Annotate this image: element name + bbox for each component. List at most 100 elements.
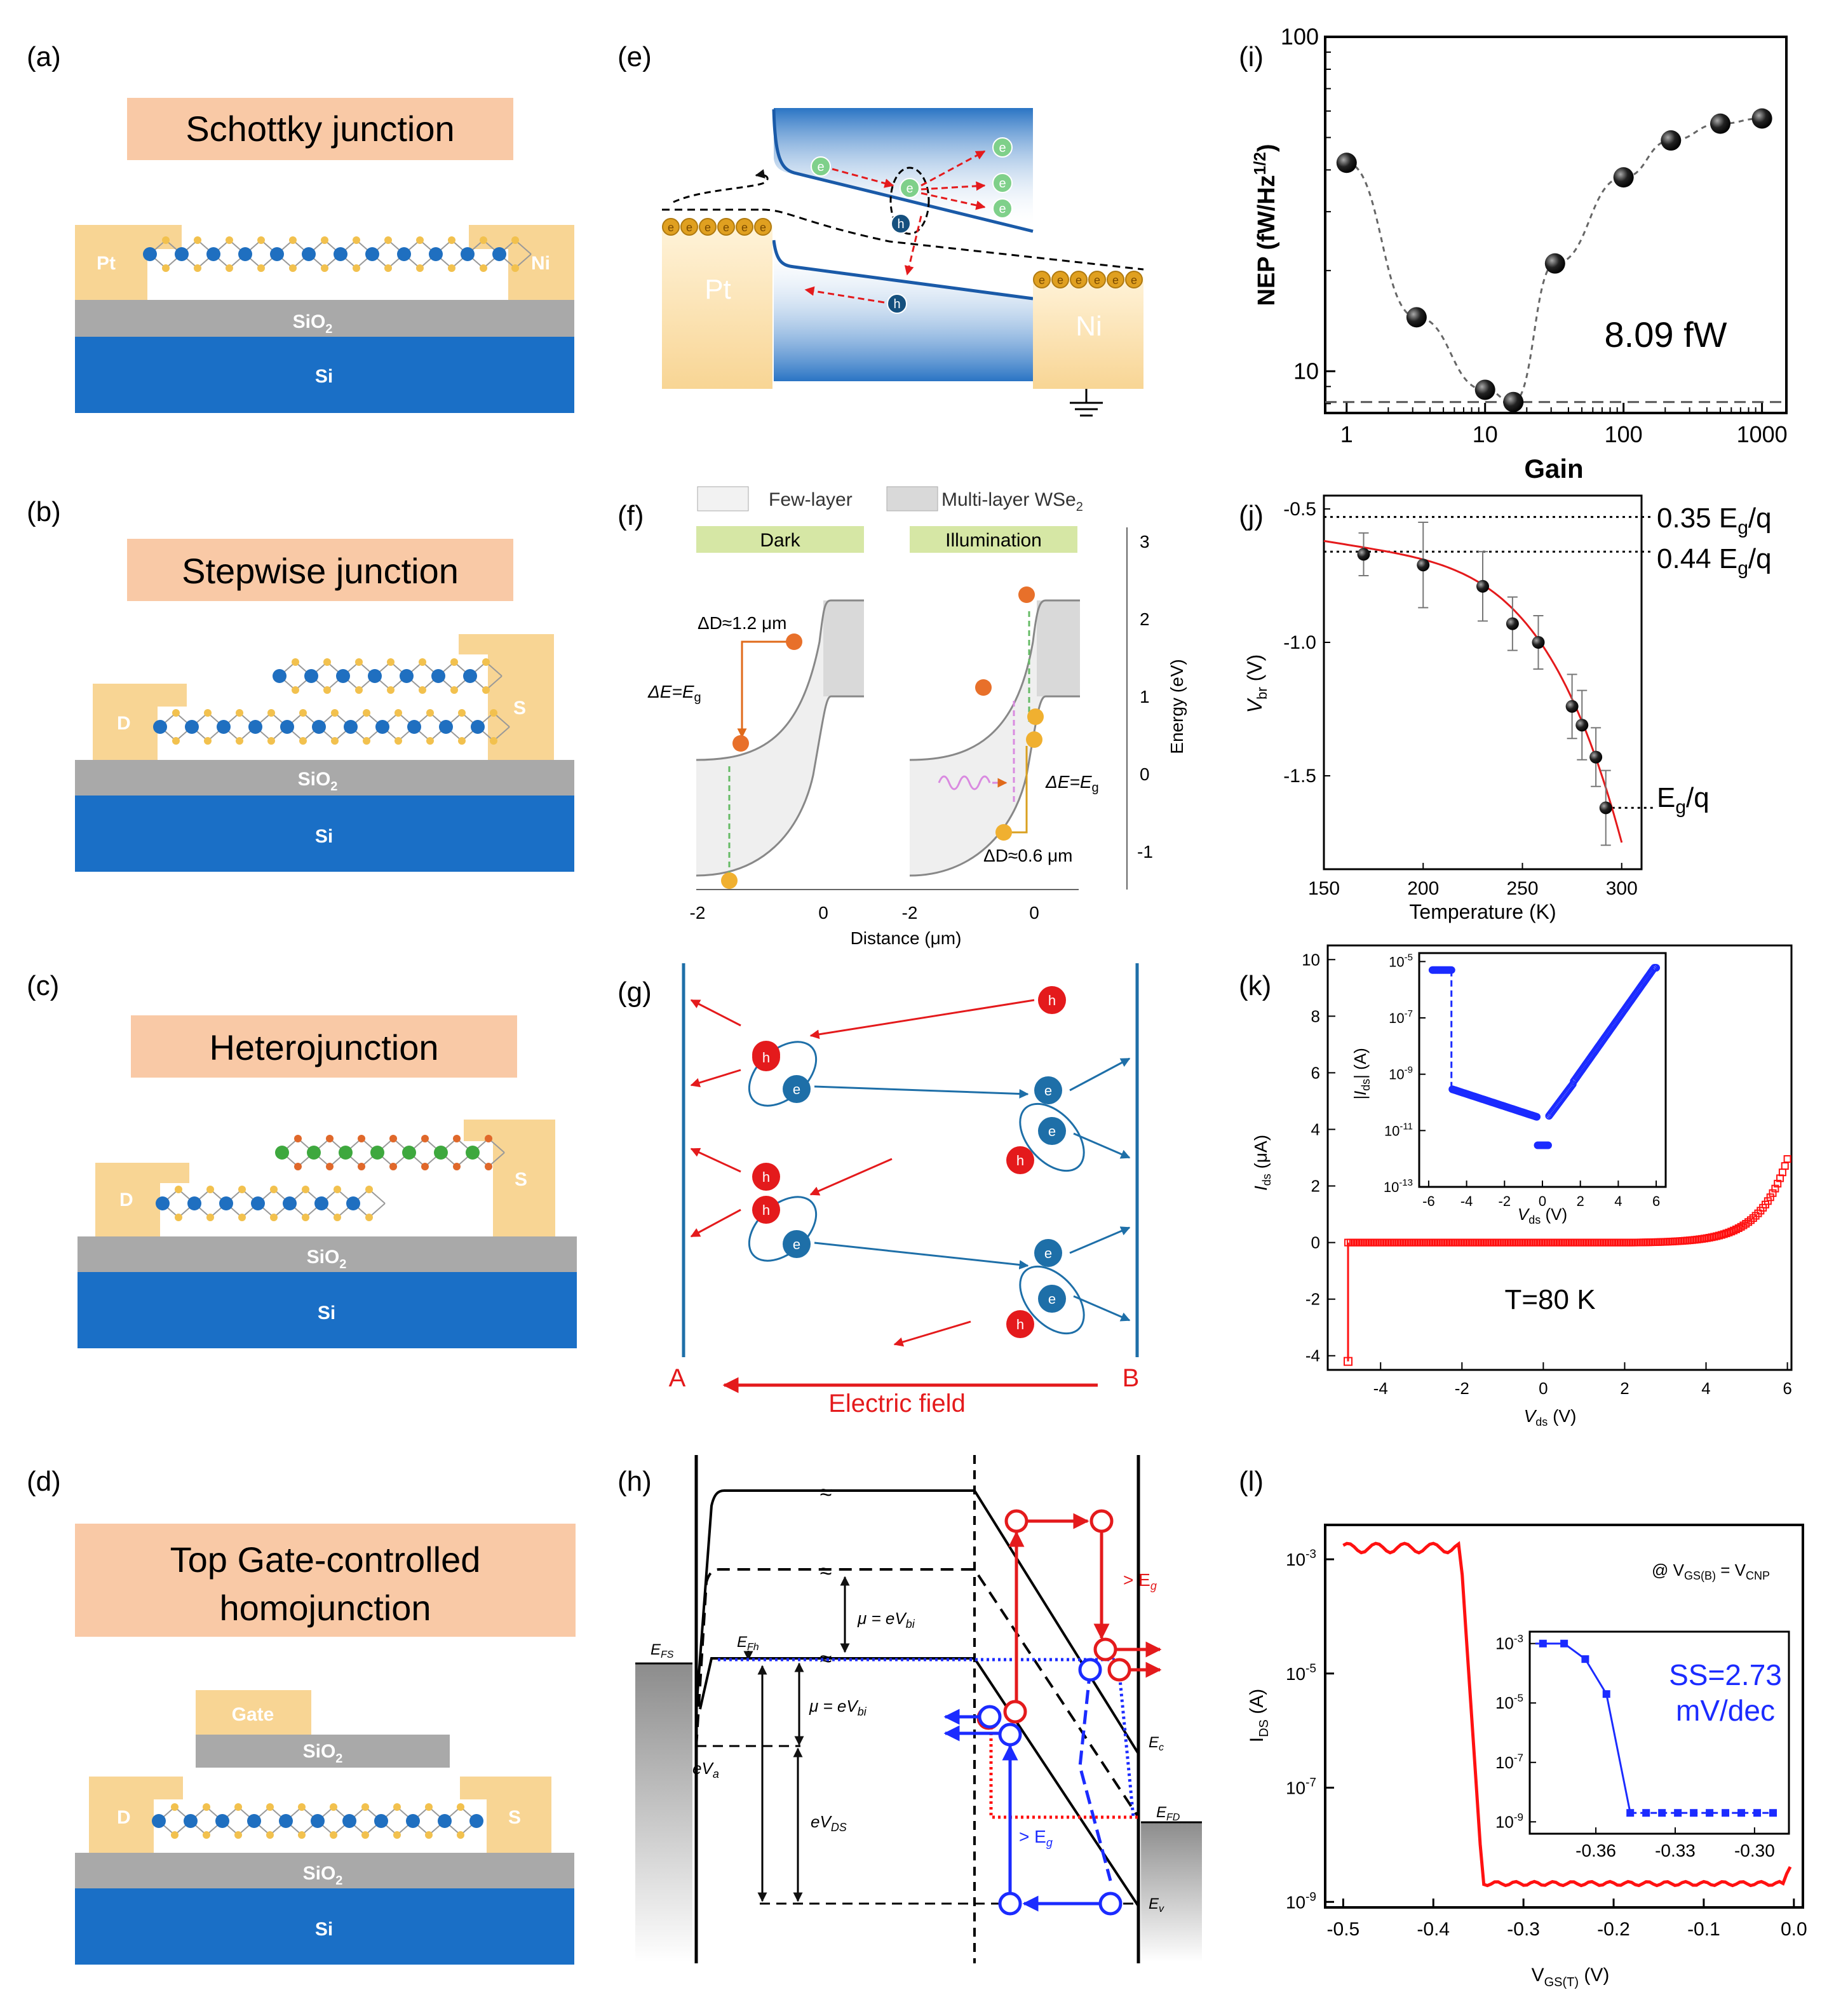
panel-a: (a) Schottky junction Si SiO2 Pt Ni	[27, 41, 574, 413]
carrier-group: eeeeeehhhhhhh	[748, 986, 1085, 1338]
transfer-plot: -0.5 -0.4 -0.3 -0.2 -0.1 0.010-310-510-710-9	[1286, 1541, 1807, 1940]
x-tick-label: -0.4	[1417, 1919, 1450, 1940]
data-point	[1766, 1193, 1774, 1202]
dashed-band-upper	[695, 1568, 1140, 1818]
carrier-label: h	[762, 1202, 770, 1218]
x-tick-label: 0	[1029, 903, 1039, 923]
inset-x-tick-label: 6	[1652, 1193, 1660, 1209]
electron	[1089, 1509, 1114, 1533]
silicon-substrate	[75, 796, 574, 872]
inset-data-point	[1560, 1639, 1568, 1648]
metal-atom	[217, 720, 231, 734]
metal-atom	[344, 720, 358, 734]
chalcogen-atom	[294, 1135, 302, 1142]
inset-x-tick-label: -4	[1460, 1193, 1473, 1209]
tick-base: 10	[1384, 1123, 1399, 1139]
iv-plot: -4 -2 0 2 4 6 10 8 6 4 2 0 -2 -4	[1302, 950, 1792, 1398]
metal-atom	[429, 247, 443, 261]
metal-atom	[185, 720, 199, 734]
hole-trajectory	[690, 999, 741, 1027]
chalcogen-atom	[289, 264, 297, 272]
electron-drift-arrow	[921, 181, 986, 191]
hole-trajectory	[690, 1208, 741, 1238]
x-tick-label: -0.3	[1507, 1919, 1540, 1940]
panel-letter: (b)	[27, 496, 61, 527]
metal-atom	[206, 247, 220, 261]
chalcogen-atom	[203, 1803, 210, 1811]
metal-atom	[283, 1196, 297, 1210]
mu-label: μ = eVbi	[809, 1696, 867, 1718]
panel-f: (f) Few-layer Multi-layer WSe2 Dark Illu…	[617, 486, 1187, 948]
chalcogen-atom	[334, 1214, 341, 1221]
tick-exponent: -13	[1399, 1177, 1413, 1188]
drain-contact	[89, 1777, 183, 1853]
data-point	[1710, 113, 1731, 134]
electron	[975, 679, 992, 696]
data-point	[1474, 379, 1495, 400]
exciton-pair	[1019, 1265, 1085, 1335]
panel-letter: (l)	[1239, 1466, 1264, 1497]
y-tick-label: -1	[1137, 842, 1153, 862]
threshold-label: > Eg	[1019, 1827, 1053, 1849]
metal-atom	[365, 247, 379, 261]
chalcogen-atom	[162, 236, 170, 244]
exciton-pair	[1019, 1102, 1085, 1172]
metal-atom	[219, 1196, 233, 1210]
chalcogen-atom	[172, 709, 180, 717]
inset-data-point	[1722, 1809, 1730, 1817]
y-tick-label: 100	[1281, 24, 1319, 50]
inset-data-point	[1626, 1809, 1635, 1817]
oxide-label: SiO2	[307, 1247, 347, 1271]
inset-x-axis-label: Vds (V)	[1518, 1205, 1567, 1226]
chalcogen-atom	[194, 264, 201, 272]
chalcogen-atom	[363, 709, 370, 717]
electron: e	[811, 156, 831, 177]
carrier-label: e	[760, 221, 766, 234]
contact-label: S	[515, 1169, 527, 1190]
legend-label: Multi-layer WSe2	[941, 489, 1083, 514]
inset-data-point	[1533, 1113, 1541, 1121]
panel-letter: (e)	[617, 41, 652, 72]
chalcogen-atom	[361, 1803, 369, 1811]
x-tick-label: 10	[1473, 421, 1498, 447]
data-point	[1717, 1231, 1725, 1239]
tick-base: 10	[1495, 1753, 1514, 1772]
delta-e-label: ΔE=Eg	[647, 682, 701, 705]
chalcogen-atom	[416, 264, 424, 272]
chalcogen-atom	[416, 236, 424, 244]
chalcogen-atom	[457, 1831, 464, 1839]
chalcogen-atom	[480, 236, 487, 244]
hole	[752, 1196, 780, 1224]
ss-label-line1: SS=2.73	[1669, 1658, 1782, 1691]
inset-x-tick-label: -0.30	[1734, 1841, 1775, 1860]
substrate-label: Si	[318, 1303, 335, 1324]
chalcogen-atom	[450, 686, 458, 694]
inset-y-tick-label: 10-5	[1495, 1692, 1523, 1712]
chalcogen-atom	[425, 1803, 433, 1811]
hole: h	[887, 294, 907, 314]
chalcogen-atom	[425, 1831, 433, 1839]
chalcogen-atom	[267, 709, 275, 717]
tick-exponent: -11	[1399, 1121, 1413, 1132]
panel-g: (g) A B Electric field eeeeeehhhhhhh	[617, 963, 1139, 1418]
ni-metal	[1033, 277, 1143, 389]
photon-wave	[938, 775, 991, 790]
y-tick-label: 10-5	[1286, 1662, 1316, 1684]
panel-c: (c) Heterojunction Si SiO2 D S	[27, 970, 577, 1348]
tick-exponent: -9	[1305, 1890, 1316, 1904]
metal-atom	[406, 1814, 420, 1828]
barrier-reflection-arrow	[673, 169, 769, 203]
electron-body	[680, 218, 698, 236]
illumination-tag	[910, 526, 1077, 553]
electron	[1038, 1117, 1066, 1145]
chalcogen-atom	[453, 1163, 461, 1170]
metal-atom	[156, 1196, 170, 1210]
metal-atom	[375, 720, 389, 734]
chalcogen-atom	[490, 709, 497, 717]
chalcogen-atom	[234, 1803, 242, 1811]
x-tick-label: 300	[1606, 878, 1638, 899]
hole	[995, 824, 1012, 841]
